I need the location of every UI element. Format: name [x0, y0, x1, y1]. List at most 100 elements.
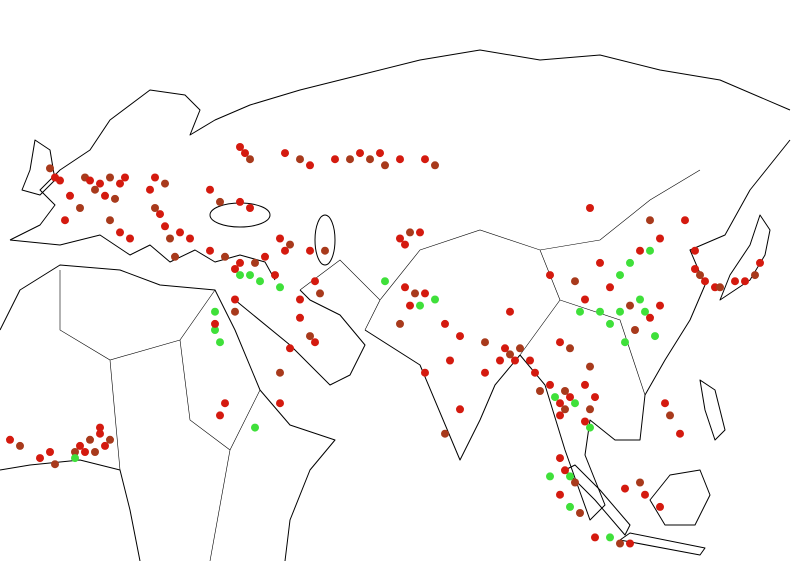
point	[231, 307, 239, 316]
point	[246, 155, 254, 164]
point	[641, 307, 649, 316]
point	[151, 204, 159, 212]
point	[606, 533, 614, 542]
point	[276, 283, 284, 292]
point	[331, 155, 339, 164]
point	[641, 490, 649, 499]
point	[501, 344, 509, 353]
point	[381, 161, 389, 170]
point	[696, 271, 704, 280]
point	[296, 295, 304, 304]
point	[731, 277, 739, 286]
point	[306, 246, 314, 255]
point	[246, 271, 254, 280]
point	[71, 454, 79, 463]
india-coast	[364, 329, 521, 461]
point	[381, 277, 389, 286]
point	[636, 295, 644, 304]
point	[176, 228, 184, 237]
point	[211, 307, 219, 316]
point	[441, 429, 449, 438]
point	[151, 173, 159, 182]
point	[416, 228, 424, 237]
point	[186, 234, 194, 243]
point	[16, 441, 24, 450]
point	[106, 173, 114, 182]
point	[586, 362, 594, 371]
point	[91, 185, 99, 194]
point	[571, 478, 579, 487]
point	[401, 240, 409, 249]
point	[506, 307, 514, 316]
point	[586, 423, 594, 432]
europe-coast	[9, 49, 791, 241]
point	[681, 216, 689, 225]
point	[51, 460, 59, 469]
point	[546, 380, 554, 389]
point	[251, 423, 259, 432]
point	[621, 338, 629, 347]
point	[376, 149, 384, 158]
point	[616, 271, 624, 280]
point	[161, 179, 169, 188]
point	[691, 246, 699, 255]
point	[126, 234, 134, 243]
point	[231, 265, 239, 273]
point	[506, 350, 514, 359]
point	[296, 313, 304, 322]
point	[411, 289, 419, 298]
point	[306, 161, 314, 170]
point	[61, 216, 69, 225]
point	[366, 155, 374, 164]
point	[206, 185, 214, 194]
caspian-sea	[314, 214, 336, 266]
point	[496, 356, 504, 365]
point	[606, 319, 614, 328]
point	[6, 435, 14, 444]
point	[231, 295, 239, 304]
point	[591, 533, 599, 542]
point	[216, 411, 224, 420]
point	[416, 301, 424, 310]
point	[526, 356, 534, 365]
point	[546, 472, 554, 481]
point	[96, 423, 104, 432]
point	[646, 246, 654, 255]
point	[556, 411, 564, 420]
point	[211, 319, 219, 328]
point	[111, 194, 119, 203]
point	[606, 283, 614, 292]
point	[116, 179, 124, 188]
point	[171, 252, 179, 261]
point	[556, 490, 564, 499]
point	[481, 368, 489, 377]
point	[71, 448, 79, 456]
point	[236, 271, 244, 280]
point	[311, 338, 319, 347]
point	[701, 277, 709, 286]
point	[656, 301, 664, 310]
point	[116, 228, 124, 237]
uk-coast	[21, 139, 56, 196]
point	[46, 448, 54, 456]
point	[96, 179, 104, 188]
point	[36, 454, 44, 463]
japan-coast	[719, 214, 771, 301]
point	[406, 228, 414, 237]
point	[581, 417, 589, 426]
point	[216, 197, 224, 206]
point	[576, 509, 584, 517]
point	[581, 295, 589, 304]
point	[66, 191, 74, 200]
java-coast	[619, 532, 706, 556]
point	[81, 448, 89, 456]
point	[551, 393, 559, 402]
point	[561, 405, 569, 414]
point	[646, 216, 654, 225]
point	[146, 185, 154, 194]
point	[306, 332, 314, 341]
point	[661, 399, 669, 408]
point	[691, 265, 699, 273]
